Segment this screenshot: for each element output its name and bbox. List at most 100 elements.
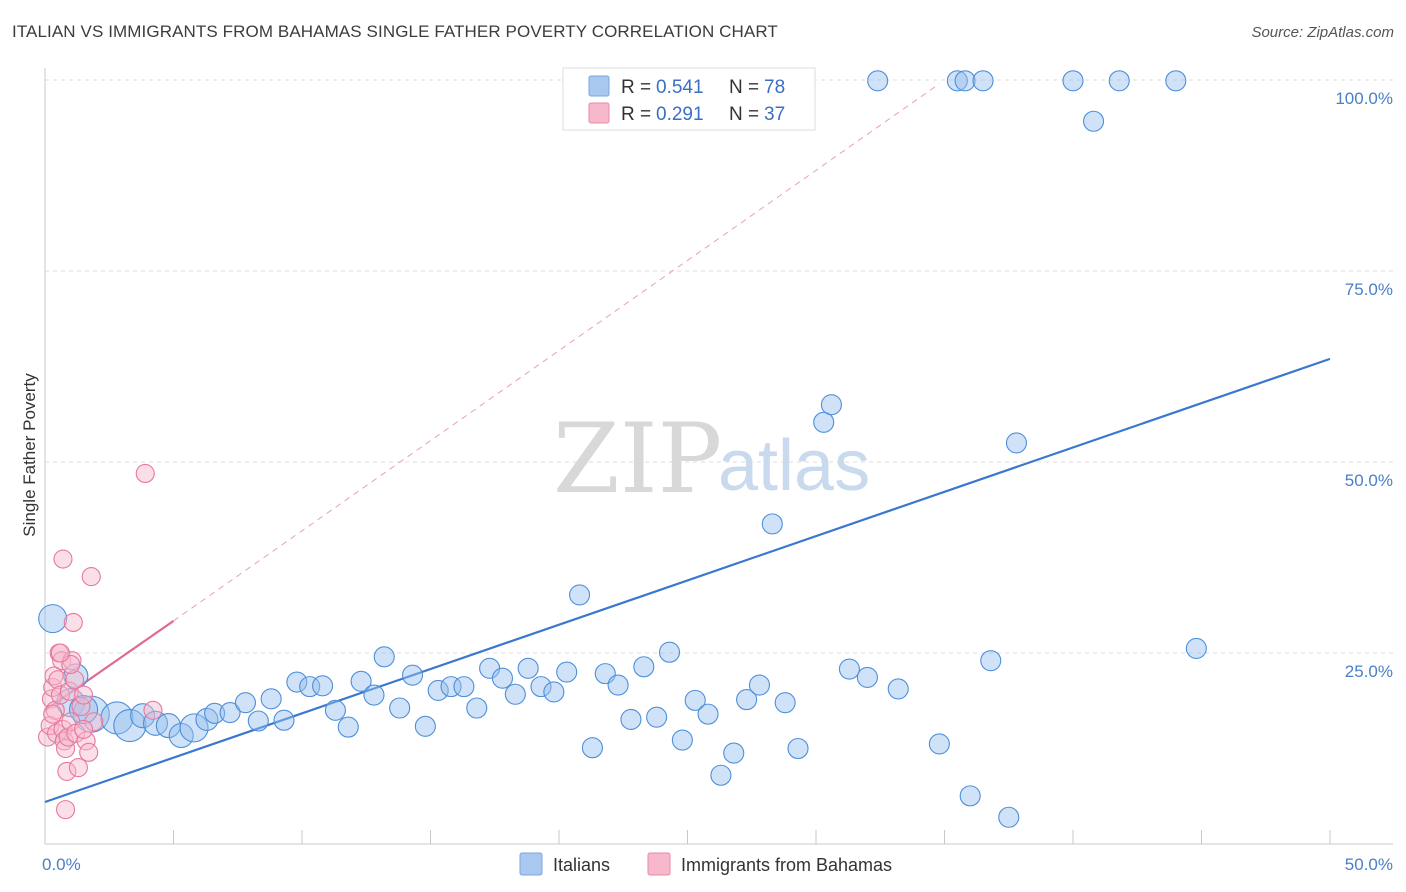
point-italians <box>607 674 629 696</box>
point-bahamas <box>56 738 76 759</box>
legend-top: R = 0.541 N = 78 R = 0.291 N = 37 <box>562 67 816 131</box>
legend-n-value: 37 <box>764 104 785 125</box>
point-bahamas <box>44 666 64 686</box>
point-italians <box>684 689 706 711</box>
legend-n-value: 78 <box>764 77 785 98</box>
legend-r-label: R = <box>621 77 651 98</box>
trend-lines <box>44 83 1331 804</box>
legend-r-label: R = <box>621 104 651 125</box>
point-italians <box>658 641 681 663</box>
point-italians <box>980 650 1002 672</box>
bottom-legend-swatch-bahamas <box>647 852 671 876</box>
bottom-legend-swatch-italians <box>519 852 543 876</box>
point-bahamas <box>63 612 83 632</box>
point-italians <box>946 70 968 92</box>
y-tick-label: 100.0% <box>1335 89 1393 108</box>
point-italians <box>620 708 642 731</box>
point-italians <box>219 702 241 724</box>
point-italians <box>569 584 591 606</box>
legend-r-value: 0.541 <box>656 77 704 98</box>
point-bahamas <box>76 731 96 751</box>
point-bahamas <box>56 800 76 820</box>
x-tick-labels: 0.0% 50.0% <box>42 855 1393 874</box>
point-italians <box>1185 637 1207 659</box>
point-bahamas <box>74 719 94 739</box>
point-italians <box>389 697 411 719</box>
point-italians <box>142 710 169 736</box>
bottom-legend-label-bahamas: Immigrants from Bahamas <box>681 855 892 875</box>
point-italians <box>543 681 565 703</box>
point-italians <box>530 676 552 698</box>
point-italians <box>312 675 334 697</box>
point-italians <box>204 702 226 724</box>
legend-n-label: N = <box>729 104 759 125</box>
point-italians <box>453 676 475 698</box>
point-italians <box>324 699 346 721</box>
point-italians <box>38 604 68 634</box>
watermark-atlas: atlas <box>718 426 870 506</box>
trend-line-bahamas <box>44 620 175 712</box>
point-italians <box>130 703 156 729</box>
legend-bottom: Italians Immigrants from Bahamas <box>519 852 892 876</box>
point-italians <box>491 667 514 689</box>
point-italians <box>1005 432 1028 454</box>
point-italians <box>504 683 526 705</box>
point-bahamas <box>74 685 94 705</box>
point-italians <box>856 666 878 688</box>
point-italians <box>774 692 796 714</box>
point-italians <box>273 709 295 731</box>
point-bahamas <box>50 643 70 663</box>
point-italians <box>736 689 758 711</box>
point-italians <box>427 679 449 701</box>
point-italians <box>887 678 909 700</box>
point-italians <box>260 688 282 710</box>
point-italians <box>671 729 693 751</box>
chart-title: ITALIAN VS IMMIGRANTS FROM BAHAMAS SINGL… <box>12 22 778 41</box>
point-italians <box>697 703 719 725</box>
point-italians <box>69 694 99 725</box>
point-italians <box>1083 110 1105 132</box>
y-tick-labels: 25.0% 50.0% 75.0% 100.0% <box>1335 89 1393 681</box>
y-tick-label: 50.0% <box>1345 471 1393 490</box>
point-italians <box>179 713 209 743</box>
bottom-legend-label-italians: Italians <box>553 855 610 875</box>
point-bahamas <box>59 681 79 701</box>
point-bahamas <box>84 712 104 732</box>
point-bahamas <box>135 463 155 484</box>
point-italians <box>723 742 745 764</box>
source-credit: Source: ZipAtlas.com <box>1251 24 1394 41</box>
point-italians <box>440 676 462 698</box>
point-italians <box>998 806 1020 828</box>
point-bahamas <box>43 704 63 724</box>
point-italians <box>1165 70 1187 92</box>
trend-line-italians <box>44 357 1331 804</box>
point-italians <box>1062 70 1084 92</box>
point-italians <box>813 411 835 433</box>
point-italians <box>581 737 603 759</box>
point-italians <box>414 715 436 737</box>
point-bahamas <box>40 716 60 736</box>
point-bahamas <box>68 758 88 778</box>
watermark: ZIP atlas <box>553 403 870 515</box>
y-tick-label: 75.0% <box>1345 280 1393 299</box>
point-bahamas <box>79 742 99 762</box>
point-italians <box>867 70 889 92</box>
x-tick-label: 50.0% <box>1345 855 1393 874</box>
point-bahamas <box>71 696 91 717</box>
x-tick-label: 0.0% <box>42 855 81 874</box>
point-italians <box>820 394 842 416</box>
y-axis-label: Single Father Poverty <box>20 373 39 537</box>
point-italians <box>247 710 269 732</box>
y-tick-label: 25.0% <box>1345 662 1393 681</box>
point-bahamas <box>81 567 101 587</box>
point-italians <box>350 670 372 692</box>
legend-r-value: 0.291 <box>656 104 704 125</box>
point-bahamas <box>65 670 85 690</box>
legend-swatch-italians <box>588 75 610 97</box>
point-bahamas <box>54 731 74 751</box>
point-italians <box>748 674 771 696</box>
point-italians <box>286 671 308 693</box>
point-italians <box>1108 70 1130 92</box>
point-bahamas <box>53 549 73 569</box>
point-italians <box>363 684 385 706</box>
